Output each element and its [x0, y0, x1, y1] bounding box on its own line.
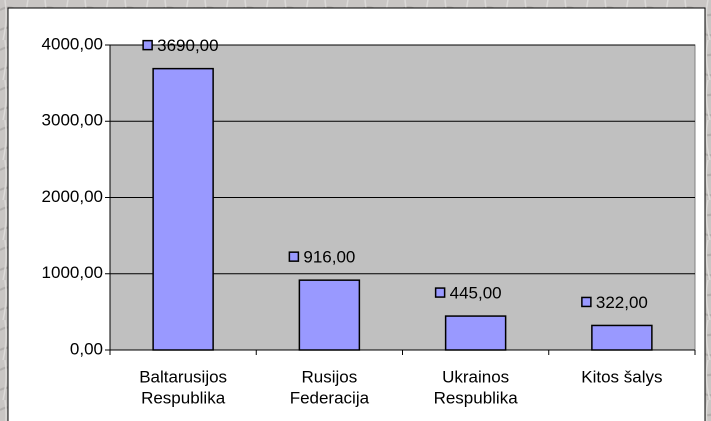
bar	[591, 324, 653, 351]
y-tick-label: 0,00	[70, 339, 103, 358]
bar	[444, 315, 507, 351]
y-tick-label: 1000,00	[42, 263, 103, 282]
x-tick-label: Ukrainos	[442, 367, 509, 386]
x-tick-label: Baltarusijos	[139, 367, 227, 386]
y-tick-label: 3000,00	[42, 111, 103, 130]
bar	[152, 67, 214, 351]
label-key	[142, 39, 153, 51]
y-tick-label: 2000,00	[42, 187, 103, 206]
data-label: 3690,00	[157, 36, 218, 55]
y-tick-label: 4000,00	[42, 34, 103, 53]
data-label: 916,00	[303, 248, 355, 267]
label-key	[288, 251, 300, 262]
label-key	[434, 287, 446, 298]
x-tick-label: Respublika	[434, 388, 519, 407]
x-tick-label: Respublika	[141, 388, 226, 407]
label-key	[581, 296, 592, 308]
data-label: 445,00	[450, 284, 502, 303]
x-tick-label: Rusijos	[302, 367, 358, 386]
x-tick-label: Federacija	[290, 388, 370, 407]
x-tick-label: Kitos šalys	[581, 367, 662, 386]
bar	[298, 279, 361, 351]
data-label: 322,00	[596, 293, 648, 312]
